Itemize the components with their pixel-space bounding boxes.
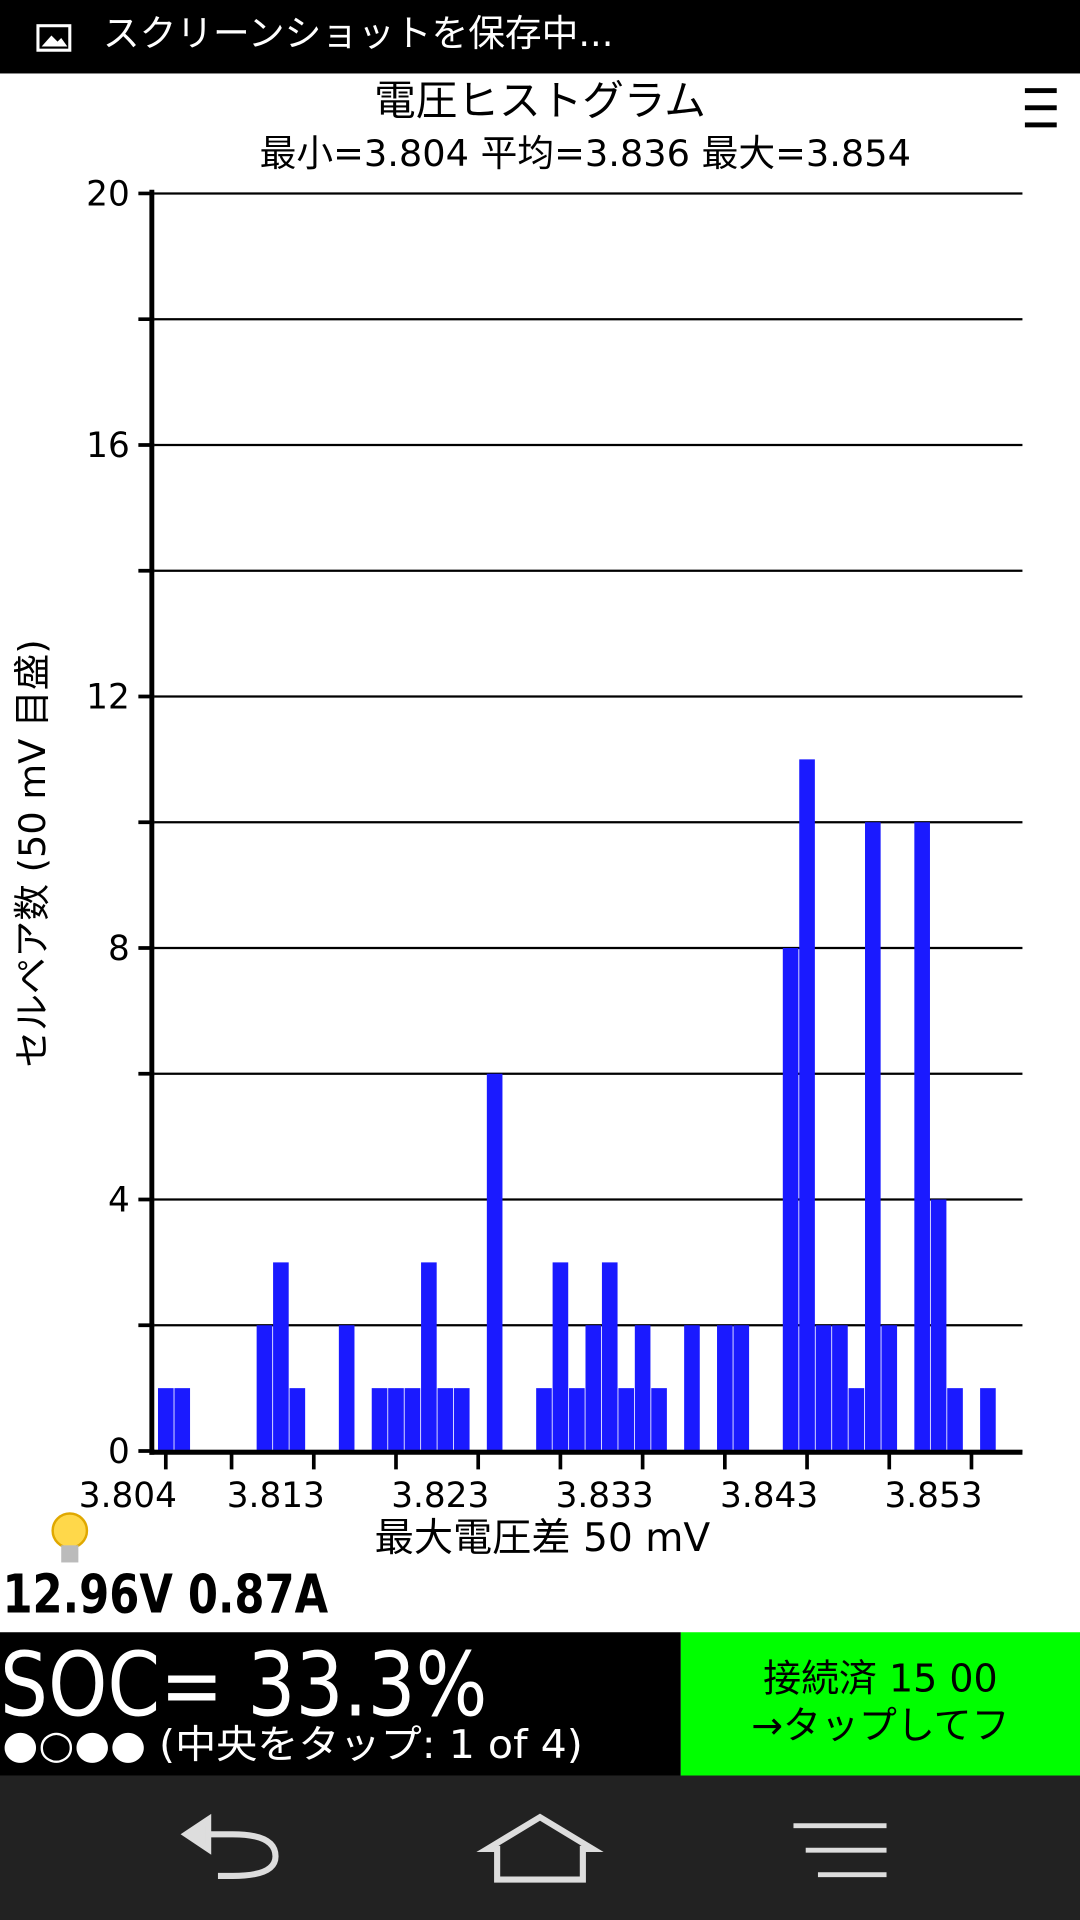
bar [174,1388,191,1452]
bar [980,1388,996,1452]
bar [453,1388,470,1452]
bar [585,1325,602,1452]
bar [421,1262,437,1452]
voltage-current-readout: 12.96V 0.87A [2,1563,328,1626]
x-axis-label: 最大電圧差 50 mV [375,1516,711,1561]
connection-button[interactable] [680,1632,1080,1776]
bar [618,1388,634,1452]
bar [914,822,930,1452]
bar [486,1073,503,1452]
nav-bar [0,1775,1080,1920]
soc-text: SOC= 33.3% [0,1633,487,1736]
back-button[interactable] [180,1813,279,1879]
bar [388,1388,404,1452]
bar [601,1262,618,1452]
bar [437,1388,454,1452]
chart-title: 電圧ヒストグラム [374,76,706,125]
bar [536,1388,552,1452]
bulb-icon [51,1512,89,1563]
bar [815,1325,832,1452]
bar [256,1325,273,1452]
page-indicator: ●○●● (中央をタップ: 1 of 4) [2,1723,582,1768]
bar [930,1199,947,1452]
bar [782,948,799,1452]
y-axis-label: セルペア数 (50 mV 目盛) [11,639,54,1067]
bar [848,1388,865,1452]
y-tick-label: 20 [86,174,130,214]
y-tick-label: 4 [108,1180,130,1220]
x-tick-label: 3.853 [884,1476,982,1516]
bar [832,1325,848,1452]
bar [338,1325,355,1452]
bar [717,1325,733,1452]
bar [569,1388,585,1452]
recent-button[interactable] [793,1823,887,1878]
bar [881,1325,898,1452]
x-tick-label: 3.813 [227,1476,325,1516]
connection-line-2: →タップしてフ [751,1703,1009,1747]
x-tick-label: 3.843 [720,1476,818,1516]
home-button[interactable] [476,1813,604,1883]
bar [947,1388,963,1452]
bar [552,1262,569,1452]
menu-button[interactable] [1024,88,1057,128]
x-tick-label: 3.823 [391,1476,489,1516]
connection-line-1: 接続済 15 00 [763,1657,997,1701]
x-tick-label: 3.804 [79,1476,177,1516]
bar [634,1325,651,1452]
chart-subtitle: 最小=3.804 平均=3.836 最大=3.854 [260,132,911,175]
soc-panel[interactable] [0,1632,681,1776]
bar [865,822,881,1452]
x-tick-label: 3.833 [556,1476,654,1516]
bar [273,1262,289,1452]
plot: 0 4 8 12 16 20 3.804 3.813 3.823 3.833 3.843 3.853 [79,174,1023,1516]
status-text: スクリーンショットを保存中... [103,12,614,55]
bar [371,1388,388,1452]
bar [404,1388,421,1452]
bar [651,1388,667,1452]
status-bar [0,0,1080,74]
bar [733,1325,750,1452]
y-tick-label: 16 [86,426,130,466]
y-tick-label: 12 [86,677,130,717]
bar [684,1325,700,1452]
y-tick-label: 0 [108,1432,130,1472]
bar [157,1388,174,1452]
bar [289,1388,306,1452]
bar [799,759,815,1452]
y-tick-label: 8 [108,929,130,969]
